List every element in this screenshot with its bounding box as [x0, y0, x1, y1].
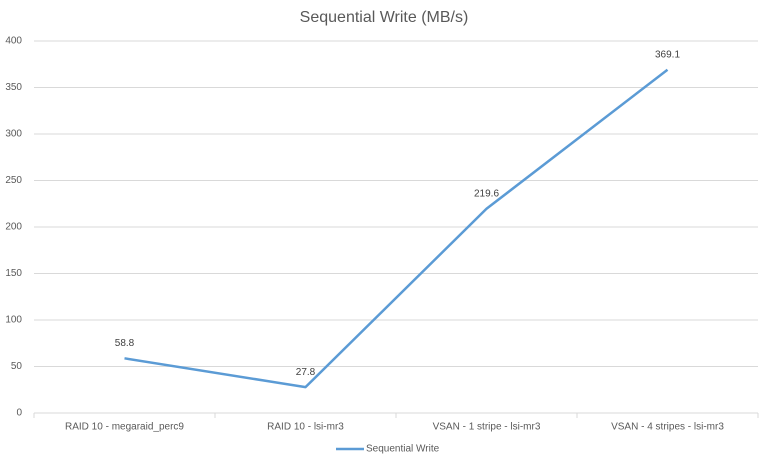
y-tick-label: 350 [5, 82, 22, 93]
y-tick-label: 150 [5, 268, 22, 279]
y-tick-label: 200 [5, 222, 22, 233]
data-label: 219.6 [474, 188, 499, 199]
y-tick-label: 0 [16, 408, 22, 419]
y-tick-label: 250 [5, 175, 22, 186]
y-tick-label: 100 [5, 315, 22, 326]
x-tick-label: VSAN - 1 stripe - lsi-mr3 [433, 422, 541, 433]
x-tick-label: RAID 10 - megaraid_perc9 [65, 422, 184, 433]
data-label: 27.8 [296, 367, 316, 378]
chart-title: Sequential Write (MB/s) [300, 9, 469, 26]
legend-label: Sequential Write [366, 444, 440, 455]
y-tick-label: 400 [5, 36, 22, 47]
x-tick-label: RAID 10 - lsi-mr3 [267, 422, 344, 433]
x-tick-label: VSAN - 4 stripes - lsi-mr3 [611, 422, 724, 433]
data-label: 58.8 [115, 338, 135, 349]
y-tick-label: 50 [11, 361, 23, 372]
data-line [124, 68, 669, 389]
y-tick-label: 300 [5, 129, 22, 140]
data-label: 369.1 [655, 49, 680, 60]
